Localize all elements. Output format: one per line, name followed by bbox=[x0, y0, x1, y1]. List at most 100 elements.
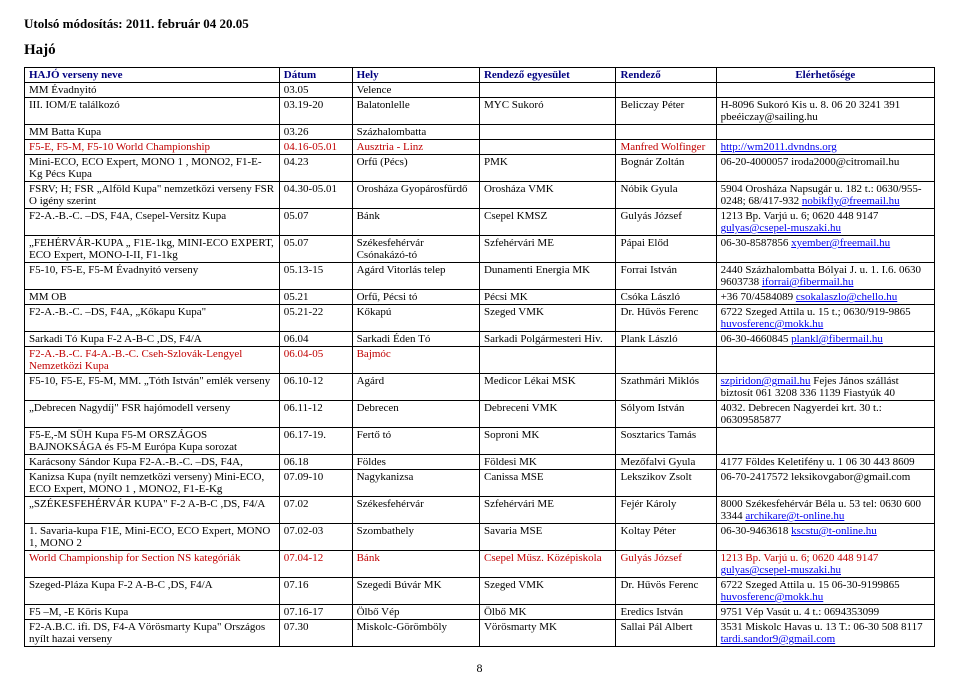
table-cell: F2-A.B.C. ifi. DS, F4-A Vörösmarty Kupa"… bbox=[25, 620, 280, 647]
table-cell bbox=[616, 347, 716, 374]
table-cell: 06.04-05 bbox=[279, 347, 352, 374]
table-cell: Orosháza VMK bbox=[479, 182, 616, 209]
table-cell: Sólyom István bbox=[616, 401, 716, 428]
table-cell: Soproni MK bbox=[479, 428, 616, 455]
table-cell: Vörösmarty MK bbox=[479, 620, 616, 647]
table-cell: MM Évadnyitó bbox=[25, 83, 280, 98]
table-cell bbox=[716, 83, 934, 98]
table-cell: F2-A.-B.-C. –DS, F4A, Csepel-Versitz Kup… bbox=[25, 209, 280, 236]
table-cell: Ausztria - Linz bbox=[352, 140, 479, 155]
table-cell: Agárd Vitorlás telep bbox=[352, 263, 479, 290]
table-row: F5-E,-M SÜH Kupa F5-M ORSZÁGOS BAJNOKSÁG… bbox=[25, 428, 935, 455]
table-cell: Balatonlelle bbox=[352, 98, 479, 125]
contact-link[interactable]: nobikfly@freemail.hu bbox=[802, 195, 900, 207]
table-cell: Sosztarics Tamás bbox=[616, 428, 716, 455]
table-cell: PMK bbox=[479, 155, 616, 182]
table-cell: 06.17-19. bbox=[279, 428, 352, 455]
contact-link[interactable]: gulyas@csepel-muszaki.hu bbox=[721, 564, 841, 576]
table-cell bbox=[716, 347, 934, 374]
table-cell: 4177 Földes Keletifény u. 1 06 30 443 86… bbox=[716, 455, 934, 470]
table-cell: Csepel Műsz. Középiskola bbox=[479, 551, 616, 578]
table-cell: H-8096 Sukoró Kis u. 8. 06 20 3241 391 p… bbox=[716, 98, 934, 125]
table-cell: 05.07 bbox=[279, 236, 352, 263]
table-cell: Sarkadi Polgármesteri Hiv. bbox=[479, 332, 616, 347]
table-row: F5-10, F5-E, F5-M, MM. „Tóth István" eml… bbox=[25, 374, 935, 401]
table-row: F2-A.-B.-C. –DS, F4A, Csepel-Versitz Kup… bbox=[25, 209, 935, 236]
competition-table: HAJÓ verseny neve Dátum Hely Rendező egy… bbox=[24, 67, 935, 647]
table-cell: 6722 Szeged Attila u. 15 t.; 0630/919-98… bbox=[716, 305, 934, 332]
table-cell: 06-30-4660845 plankl@fibermail.hu bbox=[716, 332, 934, 347]
contact-link[interactable]: iforrai@fibermail.hu bbox=[762, 276, 854, 288]
table-cell bbox=[616, 125, 716, 140]
table-cell: MM OB bbox=[25, 290, 280, 305]
table-cell: Bajmóc bbox=[352, 347, 479, 374]
table-cell: 06-30-9463618 kscstu@t-online.hu bbox=[716, 524, 934, 551]
table-cell: Orfű (Pécs) bbox=[352, 155, 479, 182]
table-row: Mini-ECO, ECO Expert, MONO 1 , MONO2, F1… bbox=[25, 155, 935, 182]
table-row: 1. Savaria-kupa F1E, Mini-ECO, ECO Exper… bbox=[25, 524, 935, 551]
table-cell: Plank László bbox=[616, 332, 716, 347]
table-row: Sarkadi Tó Kupa F-2 A-B-C ,DS, F4/A06.04… bbox=[25, 332, 935, 347]
col-reach: Elérhetősége bbox=[716, 68, 934, 83]
section-title: Hajó bbox=[24, 42, 935, 59]
contact-link[interactable]: http://wm2011.dvndns.org bbox=[721, 141, 837, 153]
table-cell: Savaria MSE bbox=[479, 524, 616, 551]
table-cell bbox=[479, 83, 616, 98]
contact-link[interactable]: kscstu@t-online.hu bbox=[791, 525, 877, 537]
table-row: MM OB05.21Orfű, Pécsi tóPécsi MKCsóka Lá… bbox=[25, 290, 935, 305]
contact-link[interactable]: huvosferenc@mokk.hu bbox=[721, 318, 824, 330]
contact-link[interactable]: tardi.sandor9@gmail.com bbox=[721, 633, 836, 645]
table-cell: F2-A.-B.-C. F4-A.-B.-C. Cseh-Szlovák-Len… bbox=[25, 347, 280, 374]
col-organizer: Rendező egyesület bbox=[479, 68, 616, 83]
table-cell: 07.16-17 bbox=[279, 605, 352, 620]
table-cell: III. IOM/E találkozó bbox=[25, 98, 280, 125]
table-cell: Szfehérvári ME bbox=[479, 497, 616, 524]
contact-link[interactable]: xyember@freemail.hu bbox=[791, 237, 890, 249]
table-cell: Szeged VMK bbox=[479, 305, 616, 332]
contact-link[interactable]: szpiridon@gmail.hu bbox=[721, 375, 811, 387]
table-cell: 07.02-03 bbox=[279, 524, 352, 551]
table-cell: 04.23 bbox=[279, 155, 352, 182]
table-cell: Szegedi Búvár MK bbox=[352, 578, 479, 605]
table-row: „FEHÉRVÁR-KUPA „ F1E-1kg, MINI-ECO EXPER… bbox=[25, 236, 935, 263]
table-cell: F5-10, F5-E, F5-M Évadnyitó verseny bbox=[25, 263, 280, 290]
contact-link[interactable]: gulyas@csepel-muszaki.hu bbox=[721, 222, 841, 234]
table-cell: Canissa MSE bbox=[479, 470, 616, 497]
table-cell: Lekszikov Zsolt bbox=[616, 470, 716, 497]
table-cell: Gulyás József bbox=[616, 551, 716, 578]
table-cell: Orosháza Gyopárosfürdő bbox=[352, 182, 479, 209]
table-cell: Szeged-Pláza Kupa F-2 A-B-C ,DS, F4/A bbox=[25, 578, 280, 605]
table-row: Karácsony Sándor Kupa F2-A.-B.-C. –DS, F… bbox=[25, 455, 935, 470]
table-cell: Bánk bbox=[352, 551, 479, 578]
table-cell: Mezőfalvi Gyula bbox=[616, 455, 716, 470]
table-cell: 07.16 bbox=[279, 578, 352, 605]
table-cell: 8000 Székesfehérvár Béla u. 53 tel: 0630… bbox=[716, 497, 934, 524]
page-number: 8 bbox=[24, 661, 935, 676]
table-cell: szpiridon@gmail.hu Fejes János szállást … bbox=[716, 374, 934, 401]
table-cell: World Championship for Section NS kategó… bbox=[25, 551, 280, 578]
table-cell: Szeged VMK bbox=[479, 578, 616, 605]
table-row: „SZÉKESFEHÉRVÁR KUPA" F-2 A-B-C ,DS, F4/… bbox=[25, 497, 935, 524]
contact-link[interactable]: plankl@fibermail.hu bbox=[791, 333, 883, 345]
table-cell: Orfű, Pécsi tó bbox=[352, 290, 479, 305]
table-cell: Földes bbox=[352, 455, 479, 470]
table-cell: F5 –M, -E Köris Kupa bbox=[25, 605, 280, 620]
table-cell: Sarkadi Tó Kupa F-2 A-B-C ,DS, F4/A bbox=[25, 332, 280, 347]
table-cell: 1213 Bp. Varjú u. 6; 0620 448 9147 gulya… bbox=[716, 209, 934, 236]
table-cell: Debrecen bbox=[352, 401, 479, 428]
table-cell: 06-20-4000057 iroda2000@citromail.hu bbox=[716, 155, 934, 182]
table-cell: Pápai Előd bbox=[616, 236, 716, 263]
table-row: MM Évadnyitó03.05Velence bbox=[25, 83, 935, 98]
table-cell: Dr. Hűvös Ferenc bbox=[616, 305, 716, 332]
contact-link[interactable]: huvosferenc@mokk.hu bbox=[721, 591, 824, 603]
table-row: III. IOM/E találkozó03.19-20Balatonlelle… bbox=[25, 98, 935, 125]
table-cell: Ölbő Vép bbox=[352, 605, 479, 620]
table-cell: Manfred Wolfinger bbox=[616, 140, 716, 155]
table-row: MM Batta Kupa03.26Százhalombatta bbox=[25, 125, 935, 140]
table-cell bbox=[716, 428, 934, 455]
contact-link[interactable]: csokalaszlo@chello.hu bbox=[796, 291, 897, 303]
contact-link[interactable]: archikare@t-online.hu bbox=[745, 510, 844, 522]
table-cell: F5-E,-M SÜH Kupa F5-M ORSZÁGOS BAJNOKSÁG… bbox=[25, 428, 280, 455]
table-cell bbox=[479, 140, 616, 155]
table-cell: 06.11-12 bbox=[279, 401, 352, 428]
